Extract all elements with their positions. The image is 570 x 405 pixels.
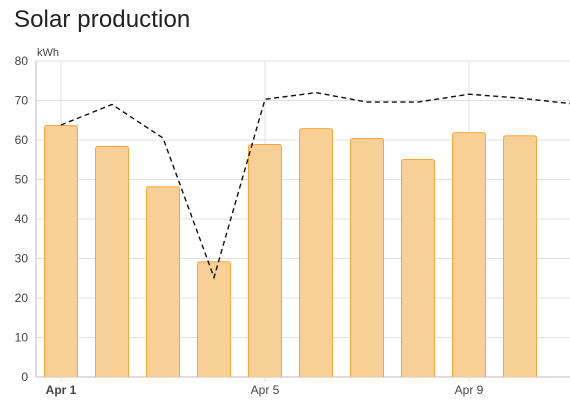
y-tick-label: 60	[15, 133, 29, 147]
y-tick-label: 70	[15, 94, 29, 108]
production-bar[interactable]	[95, 145, 129, 377]
production-bar[interactable]	[401, 158, 435, 377]
production-bar[interactable]	[452, 132, 486, 377]
x-tick-label: Apr 1	[46, 383, 77, 397]
x-tick-label: Apr 5	[251, 383, 280, 397]
y-axis-unit-label: kWh	[37, 47, 59, 59]
chart-title: Solar production	[14, 6, 191, 33]
production-bar[interactable]	[299, 128, 333, 377]
production-bar[interactable]	[350, 138, 384, 377]
production-bar[interactable]	[248, 143, 282, 377]
production-bar[interactable]	[503, 135, 537, 377]
y-tick-label: 40	[15, 212, 29, 226]
forecast-line[interactable]	[60, 91, 570, 280]
bar-layer	[44, 124, 537, 377]
y-tick-label: 30	[15, 252, 29, 266]
forecast-line-layer	[60, 91, 570, 280]
production-bar[interactable]	[44, 124, 78, 377]
y-tick-label: 80	[15, 54, 29, 68]
production-bar[interactable]	[197, 261, 231, 377]
y-tick-label: 0	[21, 370, 28, 384]
y-tick-label: 50	[15, 173, 29, 187]
production-bar[interactable]	[146, 186, 180, 377]
x-tick-label: Apr 9	[455, 383, 484, 397]
y-tick-label: 10	[15, 331, 29, 345]
axis-layer: 0 10 20 30 40 50 60 70 80 Apr 1 Apr 5 Apr 9	[15, 54, 484, 397]
y-tick-label: 20	[15, 291, 29, 305]
